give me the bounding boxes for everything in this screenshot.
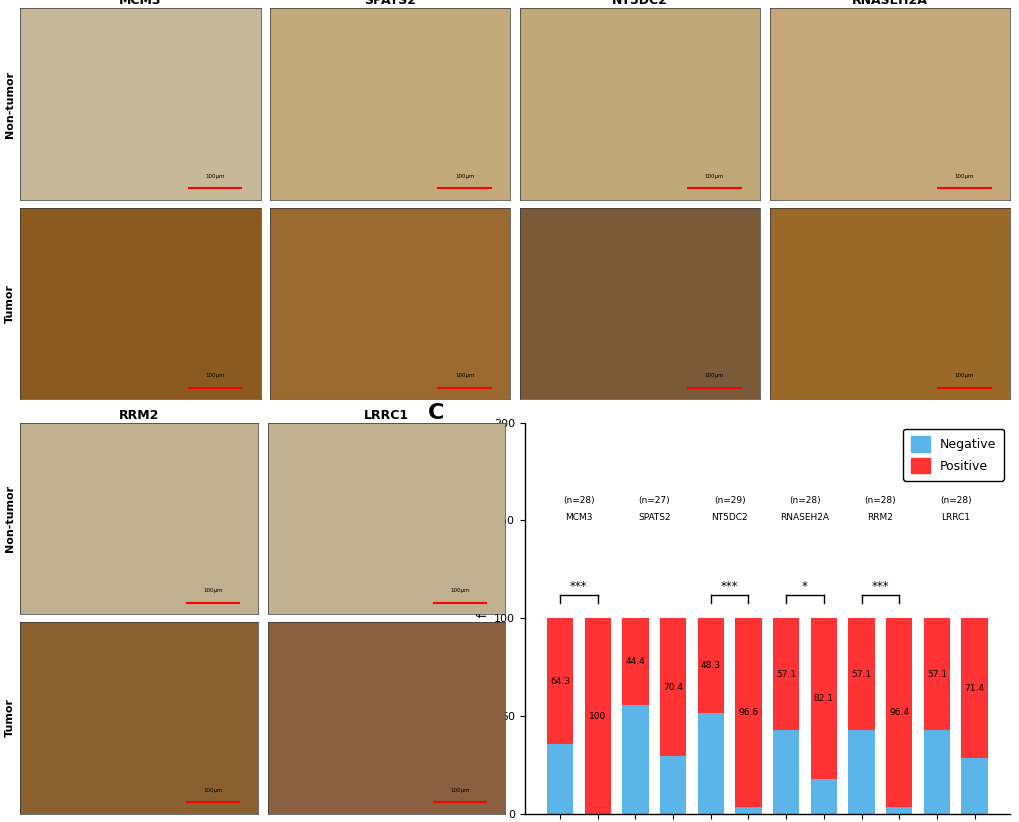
Text: 44.4: 44.4 xyxy=(625,657,645,666)
Title: RNASEH2A: RNASEH2A xyxy=(851,0,926,7)
Bar xyxy=(772,618,799,730)
Text: 100μm: 100μm xyxy=(454,373,474,378)
Bar xyxy=(923,730,949,814)
Text: 82.1: 82.1 xyxy=(813,694,833,703)
Text: 100μm: 100μm xyxy=(454,173,474,179)
Text: 70.4: 70.4 xyxy=(662,682,683,691)
Text: 100μm: 100μm xyxy=(704,173,723,179)
Text: 96.4: 96.4 xyxy=(889,708,908,717)
Bar xyxy=(546,618,573,744)
Y-axis label: Tumor: Tumor xyxy=(5,699,15,737)
Y-axis label: Expression fraction(%): Expression fraction(%) xyxy=(476,552,489,685)
Text: 100μm: 100μm xyxy=(954,173,973,179)
Text: SPATS2: SPATS2 xyxy=(637,514,669,523)
Text: (n=28): (n=28) xyxy=(938,496,970,505)
Bar xyxy=(923,618,949,730)
Text: (n=28): (n=28) xyxy=(864,496,896,505)
Y-axis label: Tumor: Tumor xyxy=(5,284,15,323)
Text: 100μm: 100μm xyxy=(205,173,224,179)
Text: 100μm: 100μm xyxy=(203,787,222,792)
Bar xyxy=(886,618,911,806)
Bar xyxy=(810,618,837,778)
Text: 57.1: 57.1 xyxy=(851,670,870,679)
Bar xyxy=(546,744,573,814)
Title: LRRC1: LRRC1 xyxy=(364,409,409,422)
Text: 64.3: 64.3 xyxy=(549,677,570,686)
Bar xyxy=(622,618,648,705)
Bar xyxy=(697,713,723,814)
Text: 96.6: 96.6 xyxy=(738,709,758,717)
Bar xyxy=(810,778,837,814)
Text: 71.4: 71.4 xyxy=(964,684,983,693)
Text: NT5DC2: NT5DC2 xyxy=(710,514,747,523)
Text: 100: 100 xyxy=(589,712,605,721)
Text: ***: *** xyxy=(870,580,889,593)
Text: 100μm: 100μm xyxy=(450,787,470,792)
Bar xyxy=(622,705,648,814)
Text: (n=28): (n=28) xyxy=(789,496,820,505)
Y-axis label: Non-tumor: Non-tumor xyxy=(5,71,15,137)
Text: C: C xyxy=(427,403,443,423)
Text: RRM2: RRM2 xyxy=(866,514,893,523)
Title: NT5DC2: NT5DC2 xyxy=(611,0,667,7)
Text: *: * xyxy=(801,580,807,593)
Bar xyxy=(659,756,686,814)
Title: RRM2: RRM2 xyxy=(119,409,159,422)
Bar xyxy=(697,618,723,713)
Bar xyxy=(584,618,610,814)
Text: LRRC1: LRRC1 xyxy=(941,514,969,523)
Bar xyxy=(848,730,874,814)
Text: 48.3: 48.3 xyxy=(700,661,720,670)
Bar xyxy=(735,807,761,814)
Text: 100μm: 100μm xyxy=(704,373,723,378)
Text: (n=27): (n=27) xyxy=(638,496,669,505)
Bar xyxy=(961,618,986,758)
Text: (n=28): (n=28) xyxy=(562,496,594,505)
Bar xyxy=(886,806,911,814)
Text: ***: *** xyxy=(720,580,738,593)
Y-axis label: Non-tumor: Non-tumor xyxy=(5,485,15,552)
Text: ***: *** xyxy=(570,580,587,593)
Text: 100μm: 100μm xyxy=(203,589,222,593)
Title: MCM3: MCM3 xyxy=(119,0,162,7)
Title: SPATS2: SPATS2 xyxy=(364,0,416,7)
Text: RNASEH2A: RNASEH2A xyxy=(780,514,828,523)
Text: (n=29): (n=29) xyxy=(713,496,745,505)
Text: MCM3: MCM3 xyxy=(565,514,592,523)
Bar xyxy=(772,730,799,814)
Bar xyxy=(848,618,874,730)
Bar xyxy=(735,618,761,807)
Text: 57.1: 57.1 xyxy=(775,670,796,679)
Legend: Negative, Positive: Negative, Positive xyxy=(903,429,1003,481)
Text: 57.1: 57.1 xyxy=(926,670,946,679)
Bar xyxy=(961,758,986,814)
Bar xyxy=(659,618,686,756)
Text: 100μm: 100μm xyxy=(954,373,973,378)
Text: 100μm: 100μm xyxy=(205,373,224,378)
Text: 100μm: 100μm xyxy=(450,589,470,593)
